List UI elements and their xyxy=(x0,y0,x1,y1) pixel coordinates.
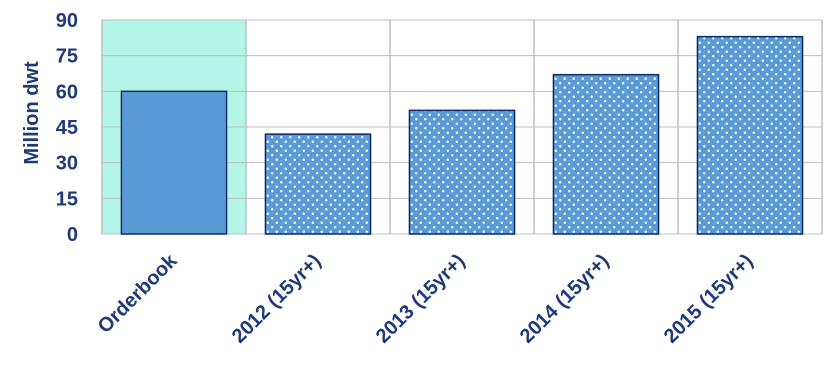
bar-4 xyxy=(696,35,804,235)
y-tick-label: 15 xyxy=(56,188,78,210)
y-tick-label: 90 xyxy=(56,10,78,32)
y-tick-labels: 0 15 30 45 60 75 90 xyxy=(56,10,78,246)
y-tick-label: 0 xyxy=(67,224,78,246)
x-tick-label: 2013 (15yr+) xyxy=(372,250,470,348)
bar-2 xyxy=(408,109,516,235)
x-tick-labels: Orderbook 2012 (15yr+) 2013 (15yr+) 2014 (1… xyxy=(94,249,758,347)
x-tick-label: 2015 (15yr+) xyxy=(660,250,758,348)
x-tick-label: Orderbook xyxy=(94,249,182,337)
y-axis-label: Million dwt xyxy=(21,61,43,165)
bar-1 xyxy=(264,133,372,235)
bar-0 xyxy=(120,90,228,235)
y-tick-label: 30 xyxy=(56,153,78,175)
y-tick-label: 75 xyxy=(56,46,78,68)
y-tick-label: 45 xyxy=(56,117,78,139)
y-tick-label: 60 xyxy=(56,81,78,103)
bar-3 xyxy=(552,73,660,235)
bar-layer xyxy=(120,35,804,235)
x-tick-label: 2014 (15yr+) xyxy=(516,250,614,348)
x-tick-label: 2012 (15yr+) xyxy=(228,250,326,348)
